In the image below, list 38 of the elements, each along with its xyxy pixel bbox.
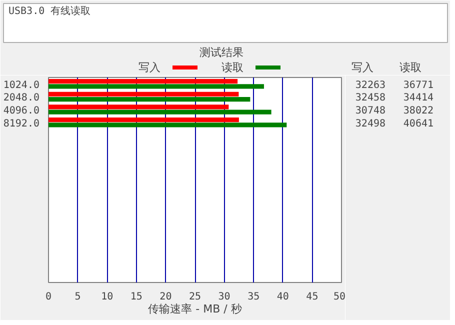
text: 34414 xyxy=(403,92,434,104)
x-tick-label: 35 xyxy=(248,292,260,302)
text: 40641 xyxy=(403,118,434,130)
text: 读取 xyxy=(400,61,422,74)
x-tick-label: 5 xyxy=(74,292,81,302)
text: 36771 xyxy=(403,80,434,91)
x-tick-label: 30 xyxy=(218,292,230,302)
text: 32498 xyxy=(355,118,386,130)
text: 30748 xyxy=(355,106,386,117)
bar xyxy=(48,79,238,84)
chart-title: 测试结果 xyxy=(200,46,244,59)
text: USB3.0 有线读取 xyxy=(8,5,91,17)
bar xyxy=(48,92,239,96)
x-tick-label: 40 xyxy=(276,292,289,302)
x-tick-label: 45 xyxy=(306,292,318,302)
bar xyxy=(48,110,272,114)
x-tick-label: 10 xyxy=(101,292,114,302)
legend-label: 写入 xyxy=(138,61,160,74)
bar xyxy=(48,84,264,89)
y-tick-label: 2048.0 xyxy=(3,92,40,104)
x-tick-label: 20 xyxy=(160,292,172,302)
y-tick-label: 1024.0 xyxy=(3,80,40,91)
legend-label: 读取 xyxy=(222,61,244,74)
bar xyxy=(48,117,239,122)
x-tick-label: 15 xyxy=(130,292,142,302)
bar xyxy=(48,122,287,128)
text: 写入 xyxy=(352,61,374,74)
y-tick-label: 4096.0 xyxy=(3,106,40,117)
y-tick-label: 8192.0 xyxy=(3,118,40,130)
bar xyxy=(48,104,229,110)
text: 32263 xyxy=(355,80,386,91)
x-tick-label: 25 xyxy=(188,292,202,302)
x-axis-title: 传输速率 - MB / 秒 xyxy=(148,302,242,316)
x-tick-label: 0 xyxy=(45,292,52,302)
text: 32458 xyxy=(355,92,386,104)
text: 38022 xyxy=(403,106,434,117)
x-tick-label: 50 xyxy=(333,292,346,302)
bar xyxy=(48,96,250,102)
